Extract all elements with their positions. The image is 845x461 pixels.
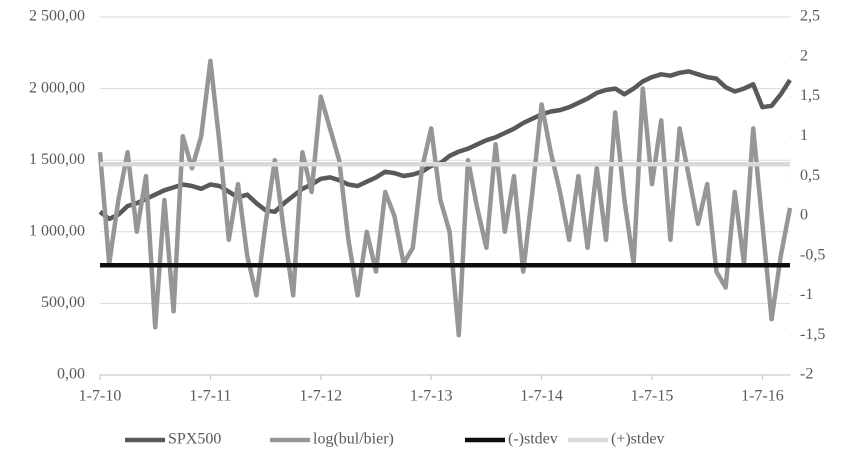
series-line	[98, 69, 792, 222]
x-tick-label: 1-7-12	[299, 388, 342, 405]
y-tick-label: 2 500,00	[29, 8, 85, 25]
y2-tick-label: -2	[800, 366, 813, 383]
legend-label: SPX500	[168, 431, 221, 448]
y2-tick-label: 2,5	[800, 8, 820, 25]
legend-label: (-)stdev	[508, 431, 558, 448]
y2-tick-label: 1	[800, 127, 808, 144]
y2-tick-label: 0,5	[800, 167, 820, 184]
y-tick-label: 0,00	[57, 366, 85, 383]
x-tick-label: 1-7-15	[631, 388, 674, 405]
y2-tick-label: -0,5	[800, 246, 825, 263]
y2-tick-label: -1,5	[800, 326, 825, 343]
x-tick-label: 1-7-14	[520, 388, 563, 405]
y2-tick-label: 2	[800, 47, 808, 64]
y-tick-label: 2 000,00	[29, 79, 85, 96]
x-tick-label: 1-7-10	[79, 388, 122, 405]
series-line	[97, 58, 793, 338]
y-tick-label: 1 500,00	[29, 151, 85, 168]
y2-tick-label: 1,5	[800, 87, 820, 104]
x-tick-label: 1-7-16	[741, 388, 784, 405]
legend-label: (+)stdev	[611, 431, 664, 448]
y-tick-label: 1 000,00	[29, 222, 85, 239]
y2-tick-label: -1	[800, 286, 813, 303]
legend-label: log(bul/bier)	[313, 431, 394, 448]
x-tick-label: 1-7-11	[189, 388, 231, 405]
x-tick-label: 1-7-13	[410, 388, 453, 405]
y-tick-label: 500,00	[41, 294, 85, 311]
y2-tick-label: 0	[800, 207, 808, 224]
